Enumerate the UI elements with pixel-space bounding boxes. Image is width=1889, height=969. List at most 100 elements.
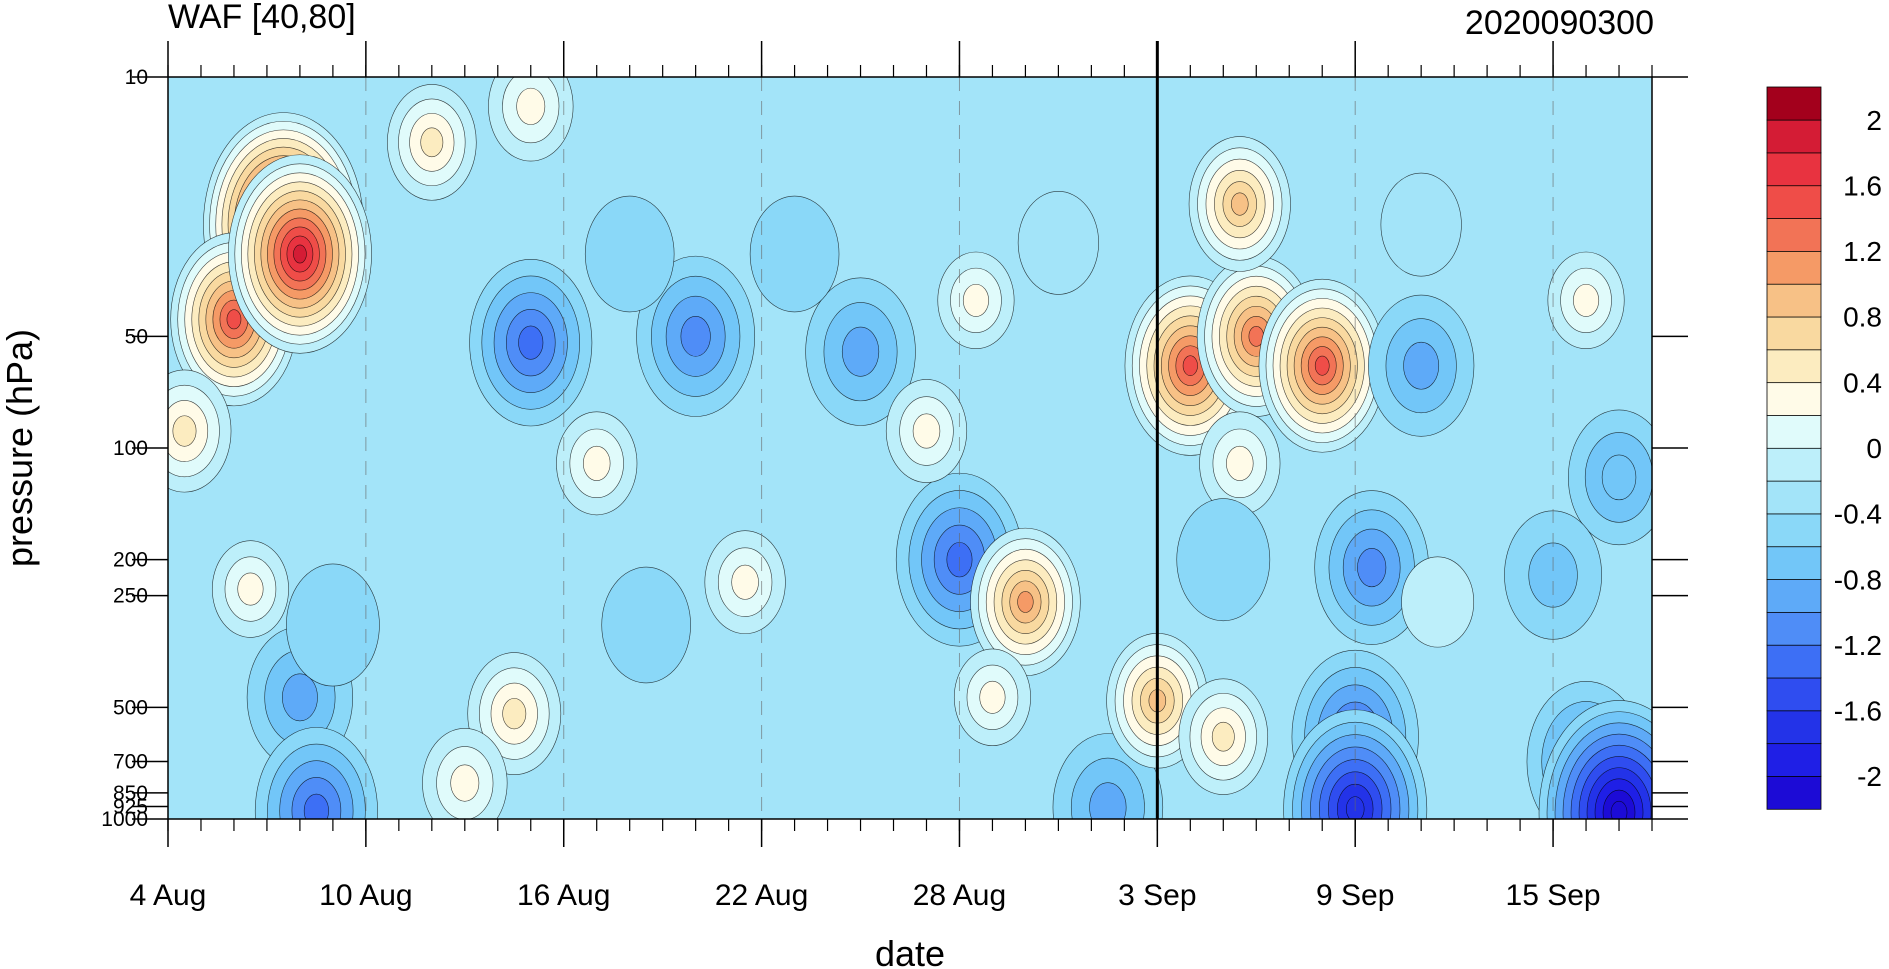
colorbar-tick-label: 1.6 xyxy=(1843,170,1882,201)
chart-date-label: 2020090300 xyxy=(1465,4,1654,42)
x-tick-label: 3 Sep xyxy=(1118,879,1196,912)
y-tick-label: 50 xyxy=(125,325,148,348)
contour-blob xyxy=(1258,278,1386,453)
contour-blob xyxy=(636,255,756,417)
contour-blob xyxy=(805,277,916,426)
colorbar-swatch xyxy=(1766,414,1822,449)
colorbar-swatch xyxy=(1766,119,1822,154)
x-tick-label: 15 Sep xyxy=(1506,879,1601,912)
y-axis-label: pressure (hPa) xyxy=(0,329,40,567)
contour-blob xyxy=(749,195,840,313)
colorbar-swatch xyxy=(1766,250,1822,285)
contour-level xyxy=(1403,341,1440,390)
y-tick-label: 700 xyxy=(113,751,148,774)
colorbar-swatch xyxy=(1766,480,1822,515)
y-tick-label: 850 xyxy=(113,782,148,805)
colorbar-tick-label: -1.2 xyxy=(1834,630,1882,661)
contour-blob xyxy=(1504,510,1603,640)
x-tick-label: 4 Aug xyxy=(130,879,207,912)
contour-level xyxy=(303,793,329,819)
y-tick-label: 200 xyxy=(113,549,148,572)
contour-level xyxy=(962,283,989,317)
contour-level xyxy=(1573,283,1600,317)
colorbar-swatch xyxy=(1766,447,1822,482)
contour-blob xyxy=(601,566,691,684)
colorbar-tick-label: -1.6 xyxy=(1834,696,1882,727)
colorbar-swatch xyxy=(1766,349,1822,384)
colorbar-swatch xyxy=(1766,152,1822,187)
contour-level xyxy=(1182,355,1198,376)
y-tick-label: 100 xyxy=(113,437,148,460)
contour-blob xyxy=(1017,191,1099,295)
contour-level xyxy=(502,698,527,730)
x-tick-label: 9 Sep xyxy=(1316,879,1394,912)
contour-blob xyxy=(422,728,508,819)
colorbar-tick-label: -0.4 xyxy=(1834,499,1882,530)
contour-level xyxy=(1601,454,1637,501)
contour-blob xyxy=(1176,498,1271,622)
colorbar-swatch xyxy=(1766,611,1822,646)
y-tick-label: 10 xyxy=(125,66,148,89)
contour-blob xyxy=(211,540,289,638)
chart-title: WAF [40,80] xyxy=(168,0,356,36)
contour-blob xyxy=(488,77,574,162)
y-tick-label: 1000 xyxy=(101,808,148,831)
contour-blob xyxy=(227,154,372,354)
colorbar-tick-label: 0 xyxy=(1866,433,1882,464)
colorbar-swatch xyxy=(1766,644,1822,679)
contour-level xyxy=(1017,591,1034,613)
contour-level xyxy=(841,326,880,377)
colorbar-swatch xyxy=(1766,86,1822,121)
colorbar-swatch xyxy=(1766,381,1822,416)
contour-level xyxy=(749,195,840,313)
contour-level xyxy=(516,87,546,125)
contour-level xyxy=(1357,547,1387,588)
colorbar-tick-label: 1.2 xyxy=(1843,236,1882,267)
colorbar-swatch xyxy=(1766,185,1822,219)
contour-blob xyxy=(1178,678,1269,795)
contour-blob xyxy=(584,195,675,313)
contour-level xyxy=(680,315,711,357)
colorbar-swatch xyxy=(1766,316,1822,351)
colorbar-swatch xyxy=(1766,217,1822,252)
x-axis-label: date xyxy=(875,933,945,969)
contour-blob xyxy=(1314,490,1429,645)
contour-blob xyxy=(168,369,232,493)
contour-blob xyxy=(254,727,378,819)
contour-level xyxy=(1231,192,1249,216)
contour-level xyxy=(979,680,1006,714)
x-tick-label: 28 Aug xyxy=(913,879,1006,912)
colorbar-swatch xyxy=(1766,677,1822,712)
contour-level xyxy=(293,244,307,264)
contour-level xyxy=(1528,542,1578,608)
contour-blob xyxy=(1547,251,1625,350)
contour-blob xyxy=(885,379,968,483)
contour-blob xyxy=(1380,172,1462,277)
x-tick-label: 16 Aug xyxy=(517,879,610,912)
y-tick-label: 250 xyxy=(113,585,148,608)
contour-level xyxy=(420,127,444,158)
colorbar-tick-label: 0.8 xyxy=(1843,302,1882,333)
contour-blob xyxy=(704,530,786,635)
contour-blob xyxy=(953,648,1031,747)
contour-level xyxy=(601,566,691,684)
contour-blob xyxy=(286,563,380,687)
contour-level xyxy=(172,415,197,447)
contour-blob xyxy=(1401,556,1475,648)
y-tick-label: 500 xyxy=(113,696,148,719)
contour-level xyxy=(518,325,544,360)
contour-level xyxy=(1401,556,1475,648)
contour-blob xyxy=(937,251,1015,350)
contour-blob xyxy=(1538,700,1652,819)
contour-level xyxy=(584,195,675,313)
x-tick-label: 22 Aug xyxy=(715,879,808,912)
contour-level xyxy=(1017,191,1099,295)
contour-level xyxy=(226,309,242,330)
contour-level xyxy=(1610,800,1628,819)
colorbar-swatch xyxy=(1766,710,1822,745)
contour-blob xyxy=(387,84,477,201)
contour-blob xyxy=(469,258,593,427)
colorbar-swatch xyxy=(1766,775,1822,810)
